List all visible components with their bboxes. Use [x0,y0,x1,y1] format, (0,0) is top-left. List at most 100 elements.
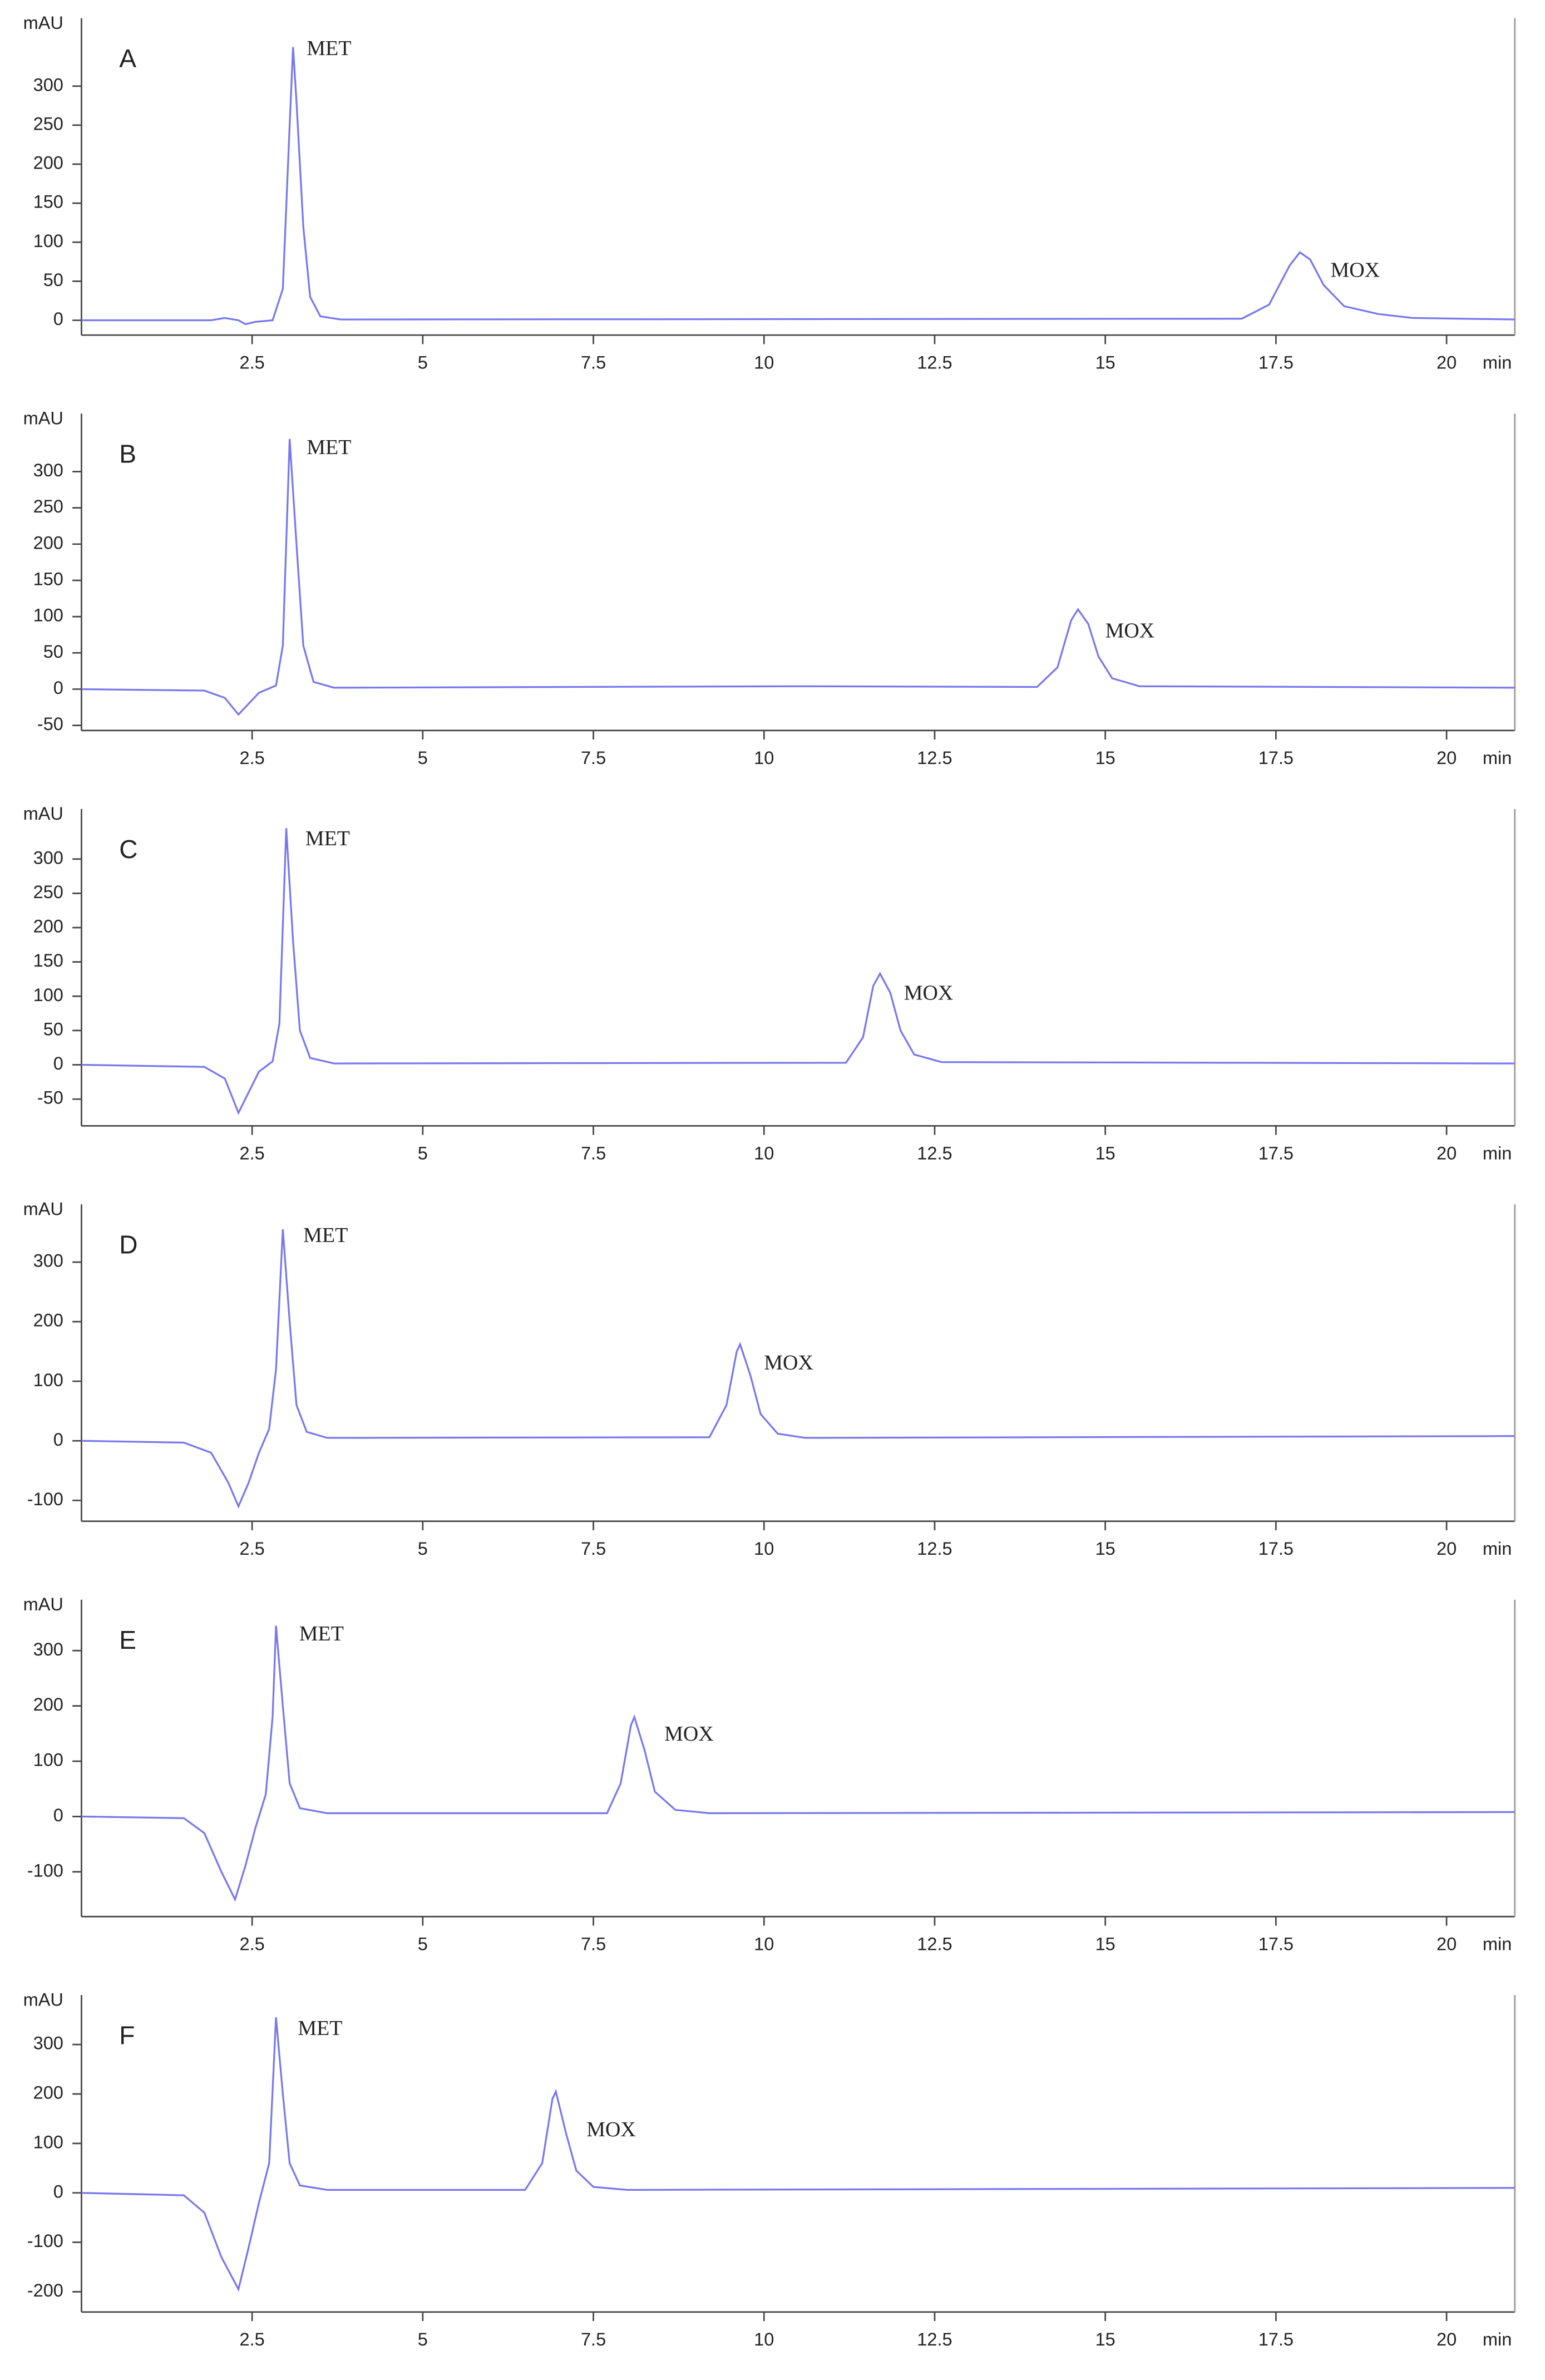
y-axis-label: mAU [23,1990,63,2010]
peak-label: MOX [764,1351,813,1374]
y-tick-label: 100 [33,2132,63,2152]
peak-label: MOX [664,1722,714,1746]
x-tick-label: 5 [418,748,428,768]
peak-label: MOX [904,982,954,1005]
x-tick-label: 15 [1095,1539,1115,1559]
y-tick-label: 250 [33,114,63,134]
peak-label: MOX [1331,258,1380,282]
y-tick-label: -100 [27,2231,63,2251]
x-tick-label: 17.5 [1258,748,1294,768]
y-tick-label: 200 [33,1694,63,1714]
y-tick-label: 300 [33,75,63,95]
peak-label: MOX [586,2118,636,2141]
x-tick-label: 20 [1437,1143,1457,1163]
panel: -50 0 50 100 150 200 250 300 2.5 5 7.5 10 12.5 15 17.5… [23,804,1516,1163]
x-tick-label: 17.5 [1258,1934,1294,1954]
y-tick-label: 250 [33,496,63,516]
x-tick-label: 7.5 [581,1539,606,1559]
x-tick-label: 7.5 [581,352,606,372]
x-tick-label: 7.5 [581,748,606,768]
y-tick-label: -50 [37,1088,63,1108]
y-tick-label: 50 [43,642,63,662]
x-axis-label: min [1483,1934,1512,1954]
panel: 0 50 100 150 200 250 300 2.5 5 7.5 10 12.5 15 17.5 20 m… [23,13,1516,372]
x-axis-label: min [1483,352,1512,372]
x-tick-label: 2.5 [240,1934,265,1954]
x-tick-label: 15 [1095,1143,1115,1163]
trace [81,1229,1515,1509]
y-tick-label: 100 [33,985,63,1005]
y-tick-label: 150 [33,569,63,589]
x-axis-label: min [1483,1539,1512,1559]
trace [81,2017,1515,2292]
x-tick-label: 7.5 [581,1934,606,1954]
y-tick-label: 300 [33,1251,63,1271]
panel: -100 0 100 200 300 2.5 5 7.5 10 12.5 15 17.5 20 mAU mi… [23,1199,1516,1559]
y-tick-label: 300 [33,2033,63,2053]
y-tick-label: 200 [33,2083,63,2103]
peak-label: MET [305,827,350,850]
x-tick-label: 5 [418,1539,428,1559]
y-tick-label: -50 [37,714,63,734]
x-tick-label: 17.5 [1258,352,1294,372]
panel-letter: B [119,439,136,468]
y-tick-label: 0 [53,1430,63,1450]
y-tick-label: 150 [33,192,63,212]
panel-letter: F [119,2021,135,2049]
x-tick-label: 10 [754,748,774,768]
y-tick-label: 200 [33,1310,63,1331]
x-tick-label: 2.5 [240,352,265,372]
x-tick-label: 7.5 [581,1143,606,1163]
x-tick-label: 2.5 [240,1143,265,1163]
y-tick-label: 50 [43,1019,63,1039]
x-tick-label: 20 [1437,1934,1457,1954]
x-tick-label: 10 [754,2329,774,2349]
x-tick-label: 15 [1095,748,1115,768]
y-tick-label: 200 [33,916,63,937]
x-tick-label: 10 [754,1934,774,1954]
y-tick-label: 300 [33,1639,63,1659]
trace [81,47,1515,326]
panel-letter: D [119,1230,137,1259]
y-tick-label: 0 [53,2181,63,2201]
x-tick-label: 12.5 [917,1143,952,1163]
x-tick-label: 2.5 [240,1539,265,1559]
y-tick-label: -200 [27,2280,63,2300]
trace [81,828,1515,1115]
y-tick-label: 100 [33,1370,63,1390]
y-tick-label: 0 [53,1053,63,1073]
y-axis-label: mAU [23,408,63,428]
panel-letter: C [119,835,137,864]
y-axis-label: mAU [23,13,63,33]
x-tick-label: 15 [1095,1934,1115,1954]
panel: -50 0 50 100 150 200 250 300 2.5 5 7.5 10 12.5 15 17.5… [23,408,1516,768]
y-tick-label: 0 [53,309,63,329]
y-tick-label: 100 [33,605,63,625]
x-tick-label: 10 [754,1539,774,1559]
x-tick-label: 15 [1095,2329,1115,2349]
x-tick-label: 20 [1437,1539,1457,1559]
x-tick-label: 10 [754,1143,774,1163]
x-tick-label: 7.5 [581,2329,606,2349]
y-axis-label: mAU [23,1594,63,1614]
x-tick-label: 12.5 [917,1934,952,1954]
y-tick-label: 100 [33,231,63,251]
x-tick-label: 2.5 [240,2329,265,2349]
panel: -200 -100 0 100 200 300 2.5 5 7.5 10 12.5 15 17.5 20 m… [23,1990,1516,2349]
y-tick-label: 200 [33,153,63,173]
y-tick-label: 300 [33,847,63,868]
x-tick-label: 12.5 [917,352,952,372]
y-axis-label: mAU [23,804,63,824]
peak-label: MET [299,1622,344,1645]
y-tick-label: 300 [33,460,63,480]
x-tick-label: 12.5 [917,748,952,768]
trace [81,438,1515,716]
trace [81,1625,1515,1902]
panel: -100 0 100 200 300 2.5 5 7.5 10 12.5 15 17.5 20 mAU mi… [23,1594,1516,1954]
x-tick-label: 20 [1437,2329,1457,2349]
y-tick-label: 0 [53,1805,63,1825]
x-axis-label: min [1483,1143,1512,1163]
x-tick-label: 5 [418,1934,428,1954]
y-tick-label: 100 [33,1750,63,1770]
